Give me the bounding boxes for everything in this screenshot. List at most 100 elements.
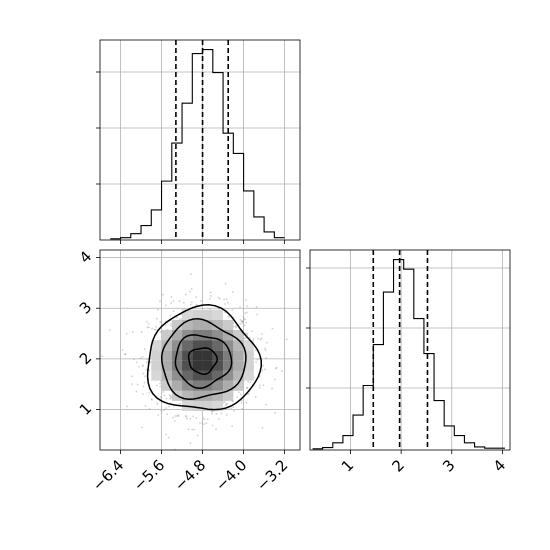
histogram-bar [172,143,182,240]
density-cell [223,380,234,391]
histogram-bar [343,436,353,450]
scatter-point [162,390,165,393]
scatter-point [172,300,175,303]
scatter-point [261,369,264,372]
density-cell [182,330,193,341]
scatter-point [265,341,268,344]
scatter-point [240,320,243,322]
scatter-point [223,401,226,404]
scatter-point [230,407,233,410]
scatter-point [265,356,268,359]
histogram-bar [404,269,414,450]
scatter-point [147,323,150,325]
scatter-point [125,332,128,335]
scatter-point [245,299,247,301]
histogram-bar [464,443,474,450]
scatter-point [146,320,148,323]
scatter-point [141,364,144,367]
scatter-point [208,298,211,300]
scatter-point [144,375,146,378]
scatter-point [244,312,247,314]
scatter-point [246,333,249,336]
density-cell [192,309,203,320]
contour-lines [146,304,263,411]
scatter-point [256,313,258,316]
histogram-outline [110,48,285,240]
quantile-lines [175,40,230,240]
scatter-point [163,409,166,412]
scatter-point [166,413,169,416]
histogram-steps [312,258,505,450]
density-cell [151,360,162,371]
density-cell [243,350,254,361]
scatter-point [245,311,248,314]
density-cell [212,360,224,371]
contour-line [146,304,263,411]
scatter-point [141,426,144,429]
scatter-point [224,404,227,407]
scatter-point [259,384,261,387]
density-cell [233,360,244,371]
scatter-point [264,349,267,352]
tick-marks [96,71,286,244]
density-cell [223,330,234,341]
histogram-bar [454,436,464,450]
scatter-point [159,396,162,399]
density-cell [202,309,213,320]
density-cell [182,319,193,330]
scatter-point [225,414,228,416]
density-cell [171,370,183,381]
density-cell [171,380,183,391]
scatter-point [131,330,134,333]
scatter-point [160,380,162,383]
scatter-point [217,296,220,299]
density-cell [161,330,172,341]
scatter-point [185,417,188,420]
histogram-bar [444,426,454,450]
scatter-point [241,320,244,323]
histogram-bar [244,191,254,240]
density-cell [182,309,193,320]
scatter-point [234,325,237,328]
scatter-point [260,333,263,335]
scatter-point [165,407,167,410]
scatter-point [275,366,278,369]
scatter-point [249,381,252,383]
density-cell [161,360,172,371]
scatter-point [228,315,231,318]
scatter-point [240,320,243,323]
density-cell [212,340,224,351]
density-cell [182,340,193,351]
scatter-point [247,393,250,395]
contour-line [160,318,247,400]
scatter-point [135,390,138,393]
scatter-point [226,301,229,304]
density-cell [212,330,224,341]
grid-lines [310,250,510,450]
scatter-point [238,391,240,394]
scatter-point [142,372,145,375]
histogram-bar [182,103,192,240]
scatter-point [170,395,173,398]
histogram-bar [233,153,243,240]
scatter-point [205,422,208,425]
scatter-point [262,364,264,367]
density-cell [171,330,183,341]
scatter-point [285,338,288,341]
scatter-point [226,403,228,406]
density-cell [151,340,162,351]
scatter-point [215,412,218,415]
scatter-point [101,355,104,358]
scatter-point [210,295,212,297]
scatter-point [192,415,195,418]
scatter-point [135,361,138,364]
scatter-point [145,361,148,364]
scatter-point [187,428,190,431]
scatter-point [264,347,266,350]
density-cell [202,330,213,341]
axes-frame [99,39,301,241]
scatter-point [177,414,180,416]
histogram-bar [254,217,264,240]
scatter-point [174,420,176,423]
